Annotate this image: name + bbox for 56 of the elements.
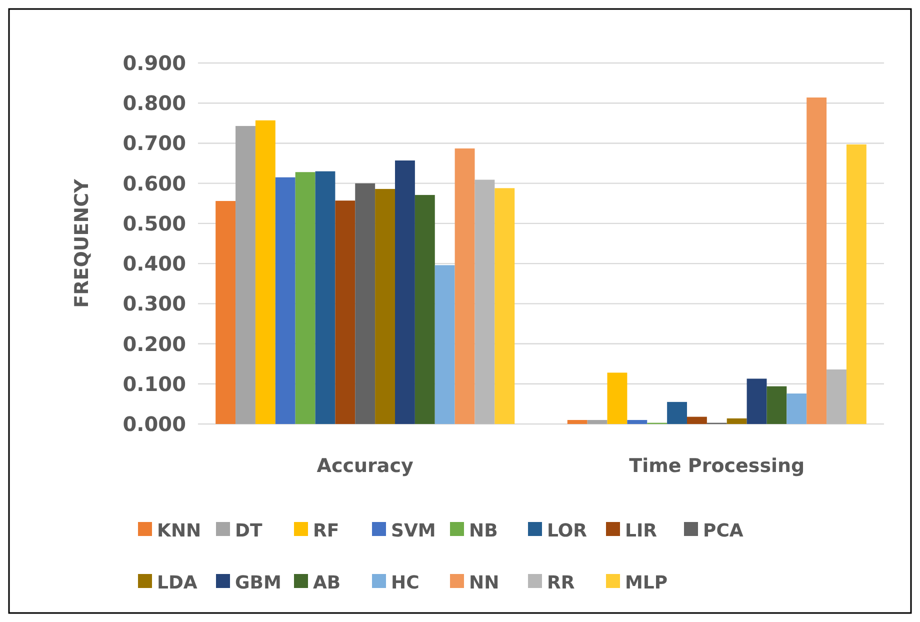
y-tick-label: 0.200 [122, 332, 186, 356]
legend-label: RF [313, 520, 340, 542]
legend-label: NN [469, 572, 500, 594]
bar [236, 126, 256, 424]
bar [275, 177, 296, 424]
bar [355, 183, 376, 424]
y-tick-label: 0.400 [122, 252, 186, 276]
x-tick-label: Time Processing [629, 455, 805, 477]
bar [395, 160, 415, 424]
bar [746, 378, 767, 424]
bar [434, 265, 455, 424]
y-tick-label: 0.500 [122, 211, 186, 236]
x-tick-label: Accuracy [316, 455, 414, 477]
bar [216, 200, 236, 424]
bar [414, 194, 435, 424]
legend-label: PCA [703, 520, 744, 542]
legend-label: LOR [547, 520, 588, 542]
bar [607, 372, 628, 424]
bar [567, 420, 588, 424]
bar [375, 188, 396, 424]
y-tick-label: 0.800 [122, 91, 186, 116]
legend-label: HC [391, 572, 420, 594]
y-tick-label: 0.900 [122, 51, 186, 75]
y-tick-label: 0.600 [122, 171, 186, 196]
bar [494, 188, 515, 424]
y-axis-title: FREQUENCY [71, 178, 93, 308]
bar [786, 394, 807, 424]
legend-label: NB [469, 520, 498, 542]
bar [454, 148, 475, 424]
bar [826, 369, 846, 424]
legend-label: RR [547, 572, 575, 594]
bar [726, 418, 747, 424]
bar [766, 386, 787, 424]
bar [627, 420, 648, 424]
bar [474, 180, 495, 424]
legend-label: MLP [625, 572, 668, 594]
y-tick-label: 0.300 [122, 292, 186, 316]
bar [587, 420, 608, 424]
y-tick-label: 0.100 [122, 372, 186, 396]
legend-label: DT [235, 520, 263, 542]
legend-label: AB [313, 572, 341, 594]
bar [806, 97, 827, 424]
bar [315, 171, 336, 424]
bar [667, 402, 687, 424]
legend-label: LIR [625, 520, 658, 542]
legend-label: KNN [157, 520, 202, 542]
bar [846, 144, 866, 424]
y-tick-label: 0.000 [122, 412, 186, 436]
legend-label: LDA [157, 572, 198, 594]
y-tick-label: 0.700 [122, 131, 186, 156]
legend-label: GBM [235, 572, 282, 594]
bar [255, 120, 276, 424]
bar [295, 172, 316, 424]
bar [335, 200, 356, 424]
bar [686, 416, 707, 424]
legend-label: SVM [391, 520, 436, 542]
